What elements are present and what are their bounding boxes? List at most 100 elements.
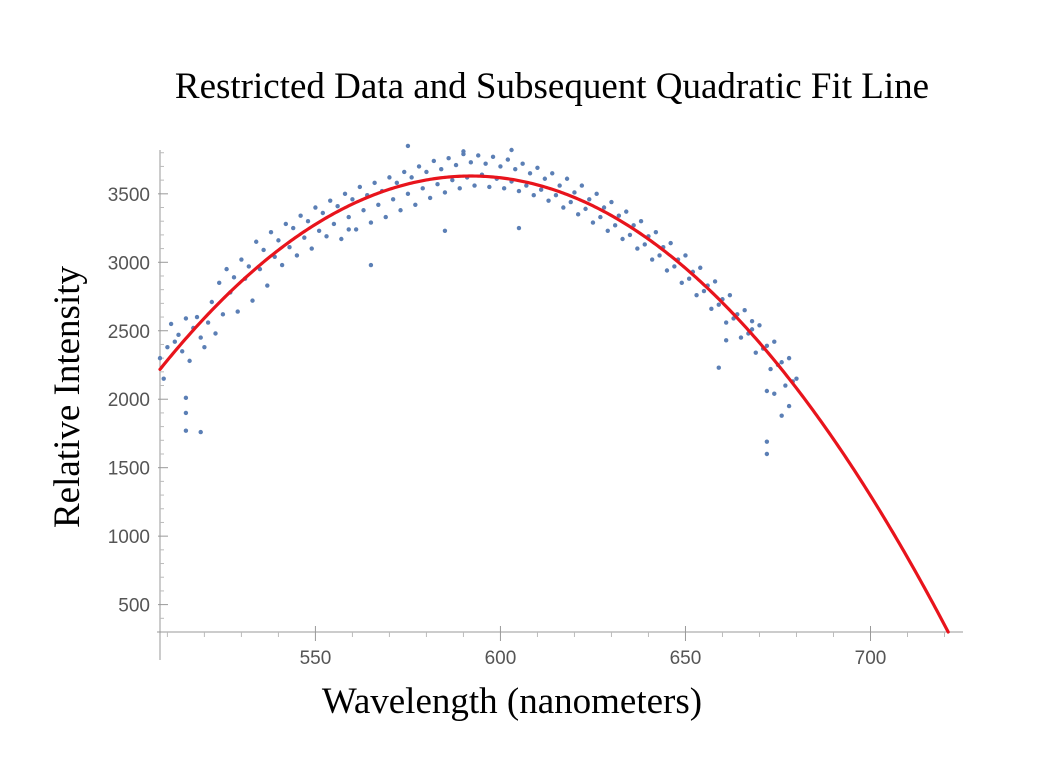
data-point <box>194 314 200 320</box>
y-tick-label: 2000 <box>108 390 150 411</box>
data-point <box>716 302 721 307</box>
data-point <box>231 275 237 280</box>
data-point <box>405 191 411 197</box>
data-point <box>198 335 203 340</box>
data-point <box>487 184 492 190</box>
data-point <box>590 220 596 225</box>
data-point <box>383 214 388 220</box>
data-point <box>664 268 670 273</box>
data-point <box>501 186 507 191</box>
data-point <box>786 403 792 409</box>
data-point <box>353 227 359 232</box>
data-point <box>779 413 784 418</box>
data-point <box>368 220 374 225</box>
data-point <box>575 212 581 217</box>
data-point <box>294 253 300 258</box>
data-point <box>446 156 451 161</box>
data-point <box>442 228 448 233</box>
x-tick-label: 650 <box>670 648 702 669</box>
data-point <box>402 169 407 175</box>
data-point <box>287 245 292 250</box>
data-point <box>605 228 610 233</box>
data-point <box>727 292 733 298</box>
data-point <box>220 312 226 317</box>
y-tick-label: 500 <box>118 596 150 617</box>
ticks <box>158 152 945 641</box>
data-point <box>405 143 411 149</box>
data-point <box>413 202 418 207</box>
data-point <box>635 246 640 251</box>
data-point <box>457 186 462 191</box>
data-point <box>265 283 270 288</box>
data-point <box>749 318 755 324</box>
data-point <box>516 188 522 194</box>
data-point <box>716 365 721 370</box>
data-point <box>342 191 348 197</box>
data-point <box>420 186 425 191</box>
data-point <box>376 202 381 207</box>
data-point <box>579 183 585 188</box>
data-point <box>394 180 400 186</box>
data-point <box>324 234 329 239</box>
data-point <box>468 160 474 165</box>
data-point <box>161 376 166 381</box>
data-point <box>631 223 636 228</box>
data-point <box>302 235 307 240</box>
data-point <box>516 225 522 231</box>
data-point <box>472 183 477 188</box>
data-point <box>649 257 655 262</box>
data-point <box>753 350 758 355</box>
data-point <box>254 239 259 244</box>
data-point <box>779 360 784 365</box>
data-point <box>668 240 673 246</box>
data-point <box>757 323 762 328</box>
data-point <box>505 157 511 162</box>
data-point <box>309 246 314 251</box>
data-point <box>546 198 551 203</box>
data-point <box>772 391 777 396</box>
tick-labels: 550 600 650 700 500 1000 1500 2000 2500 3000 3500 <box>108 185 887 669</box>
data-point <box>723 338 729 343</box>
data-point <box>357 184 363 190</box>
data-point <box>538 187 544 192</box>
data-point <box>346 214 351 220</box>
data-point <box>698 265 703 270</box>
data-point <box>594 191 599 197</box>
data-point <box>764 388 770 394</box>
fit-line-group <box>158 174 950 634</box>
data-point <box>361 208 366 213</box>
y-axis-title: Relative Intensity <box>47 265 88 528</box>
data-point <box>339 236 344 242</box>
data-point <box>450 177 455 183</box>
y-tick-label: 1000 <box>108 527 150 548</box>
data-point <box>409 175 414 180</box>
y-tick-label: 3500 <box>108 185 150 206</box>
data-point <box>427 195 433 201</box>
data-point <box>424 169 429 175</box>
x-tick-label: 600 <box>485 648 517 669</box>
data-point <box>209 299 215 305</box>
data-point <box>172 339 178 344</box>
data-point <box>768 366 773 372</box>
data-point <box>686 276 692 281</box>
data-point <box>742 308 747 313</box>
data-point <box>520 161 525 166</box>
data-point <box>213 331 218 336</box>
data-point <box>694 292 699 298</box>
data-point <box>772 339 777 344</box>
data-point <box>268 229 274 235</box>
data-point <box>157 355 163 361</box>
data-point <box>276 238 281 243</box>
data-point <box>712 279 718 284</box>
data-point <box>283 221 289 227</box>
fit-line <box>158 174 950 634</box>
data-point <box>783 383 788 388</box>
data-point <box>657 253 662 258</box>
data-point <box>564 176 570 181</box>
data-point <box>235 309 240 314</box>
data-point <box>461 149 466 154</box>
y-tick-label: 2500 <box>108 322 150 343</box>
data-point <box>531 192 536 198</box>
data-point <box>180 349 185 354</box>
data-point <box>335 203 340 209</box>
